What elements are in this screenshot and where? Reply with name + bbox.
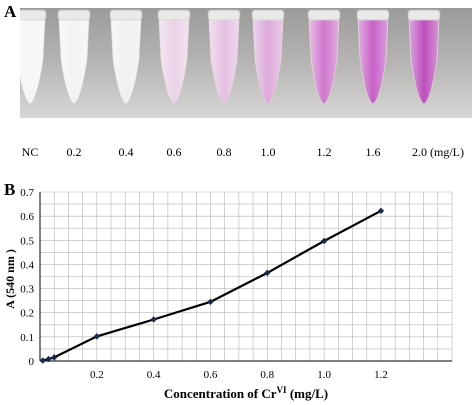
x-axis-label: Concentration of CrVI (mg/L) (164, 385, 328, 401)
tube-label-1: NC (21, 145, 39, 159)
tubes-photo (20, 8, 472, 118)
tube-8 (356, 9, 390, 105)
y-tick-label: 0.5 (20, 235, 34, 247)
tube-label-3: 0.4 (118, 145, 134, 159)
tube-4 (157, 9, 191, 105)
data-point (150, 316, 157, 323)
tube-label-8: 1.6 (365, 145, 381, 159)
data-point (320, 237, 328, 245)
tube-5 (207, 9, 241, 105)
y-tick-label: 0.3 (20, 284, 34, 296)
tube-label-7: 1.2 (316, 145, 332, 159)
data-point (377, 207, 385, 215)
y-axis-label: A (540 nm ) (3, 249, 17, 309)
data-point (207, 298, 214, 306)
tube-9 (407, 9, 441, 105)
x-tick-label: 0.6 (204, 369, 218, 381)
y-tick-label: 0.6 (20, 211, 34, 223)
tube-label-6: 1.0 (260, 145, 276, 159)
tube-1 (20, 9, 47, 105)
panel-a-label: A (4, 2, 17, 21)
tube-label-4: 0.6 (166, 145, 182, 159)
calibration-chart: 0 0.1 0.2 0.3 0.4 0.5 0.6 0.7 0.2 0.4 0.6 0.8 1.0 1.2… (3, 187, 453, 401)
data-point (264, 269, 271, 277)
tube-7 (307, 9, 341, 105)
tube-6 (251, 9, 285, 105)
x-tick-label: 0.8 (260, 369, 274, 381)
tube-3 (109, 9, 143, 105)
panel-b-label: B (4, 180, 16, 199)
x-tick-label: 1.0 (317, 369, 331, 381)
tube-label-5: 0.8 (216, 145, 232, 159)
y-tick-label: 0.4 (20, 259, 34, 271)
y-tick-label: 0.7 (20, 187, 34, 199)
y-tick-label: 0.2 (20, 308, 34, 320)
y-tick-label: 0 (29, 356, 35, 368)
tube-label-9: 2.0 (mg/L) (412, 145, 464, 159)
tube-2 (57, 9, 91, 105)
x-tick-label: 0.2 (90, 369, 104, 381)
y-tick-label: 0.1 (20, 332, 34, 344)
calibration-line (42, 209, 382, 362)
tube-label-2: 0.2 (66, 145, 82, 159)
data-point (93, 333, 101, 340)
x-tick-label: 0.4 (147, 369, 161, 381)
x-tick-label: 1.2 (374, 369, 388, 381)
data-point (39, 357, 47, 364)
